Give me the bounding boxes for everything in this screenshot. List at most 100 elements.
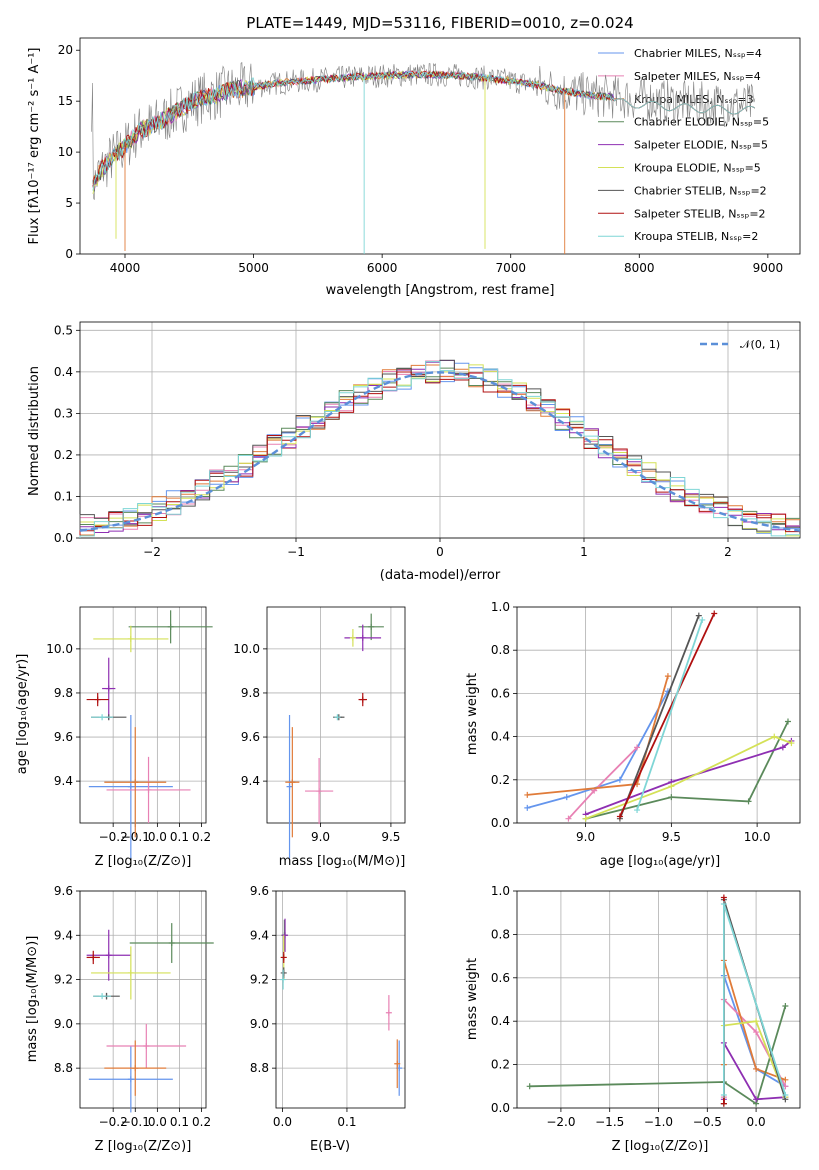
mwage-xtick-label: 9.0 xyxy=(576,830,595,844)
mwage-point xyxy=(695,612,702,619)
mwage-point xyxy=(616,813,623,820)
spectrum-ytick-label: 5 xyxy=(65,196,73,210)
agemass-point xyxy=(349,634,356,641)
mwz-point xyxy=(782,1003,789,1010)
agez-point xyxy=(105,685,112,692)
legend-label: Kroupa MILES, Nₛₛₚ=3 xyxy=(634,93,754,106)
legend-label: Salpeter ELODIE, Nₛₛₚ=5 xyxy=(634,139,768,152)
agez-ylabel: age [log₁₀(age/yr)] xyxy=(15,654,30,775)
spectrum-title: PLATE=1449, MJD=53116, FIBERID=0010, z=0… xyxy=(246,14,633,32)
massz-ytick-label: 9.0 xyxy=(54,1017,73,1031)
mwage-ytick-label: 1.0 xyxy=(491,600,510,614)
mwage-series-line xyxy=(619,615,700,820)
spectrum-xtick-label: 4000 xyxy=(110,261,141,275)
mwage-point xyxy=(634,744,641,751)
mwz-ylabel: mass weight xyxy=(465,958,480,1040)
spectrum-xlabel: wavelength [Angstrom, rest frame] xyxy=(326,283,555,298)
agemass-points xyxy=(285,613,384,859)
mwage-series-line xyxy=(636,619,704,811)
mwage-point xyxy=(779,744,786,751)
agez-point xyxy=(94,696,101,703)
observed-spectrum-line xyxy=(91,62,756,200)
massz-point xyxy=(99,993,106,1000)
mwz-axes: −2.0 −1.5 −1.0 −0.5 0.0 0.0 0.2 0.4 0.6 0.8 1.0 xyxy=(491,884,801,1129)
hist-xtick-label: −2 xyxy=(143,545,161,559)
hist-axes: −2 −1 0 1 2 0.0 0.1 0.2 0.3 0.4 0.5 xyxy=(54,321,801,559)
spectrum-ytick-label: 0 xyxy=(65,247,73,261)
massebv-point xyxy=(394,1060,401,1067)
massz-ylabel: mass [log₁₀(M/M⊙)] xyxy=(25,936,40,1063)
massz-frame xyxy=(79,890,207,1109)
agemass-ytick-label: 10.0 xyxy=(233,642,260,656)
agez-ytick-label: 10.0 xyxy=(46,642,73,656)
hist-ytick-label: 0.0 xyxy=(54,531,73,545)
mwz-series-line xyxy=(723,960,786,1081)
agez-ytick-label: 9.4 xyxy=(54,774,73,788)
mwz-frame xyxy=(516,890,801,1109)
massebv-points xyxy=(280,918,403,1096)
agemass-frame xyxy=(266,606,406,824)
legend-label: Chabrier STELIB, Nₛₛₚ=2 xyxy=(634,184,767,197)
agemass-ytick-label: 9.6 xyxy=(241,730,260,744)
agez-xtick-label: 0.1 xyxy=(170,830,189,844)
agez-axes: −0.2−0.10.0 0.1 0.29.49.69.810.0 xyxy=(46,606,211,844)
histogram-legend-label: 𝒩(0, 1) xyxy=(740,338,780,351)
mwz-ytick-label: 1.0 xyxy=(491,884,510,898)
agez-xtick-label: −0.2 xyxy=(99,830,128,844)
agez-ytick-label: 9.6 xyxy=(54,730,73,744)
spectrum-frame xyxy=(79,37,801,255)
mwz-xtick-label: −1.0 xyxy=(644,1115,673,1129)
massebv-xtick-label: 0.0 xyxy=(273,1115,292,1129)
mwage-point xyxy=(524,804,531,811)
agez-point xyxy=(99,714,106,721)
massebv-xlabel: E(B-V) xyxy=(310,1139,350,1154)
hist-xtick-label: −1 xyxy=(287,545,305,559)
massz-xtick-label: 0.0 xyxy=(148,1115,167,1129)
mwz-point xyxy=(782,1091,789,1098)
mwz-ytick-label: 0.6 xyxy=(491,971,510,985)
mwz-point xyxy=(720,894,727,901)
agez-point xyxy=(145,786,152,793)
mwage-ytick-label: 0.8 xyxy=(491,643,510,657)
agez-points xyxy=(86,610,213,859)
mwz-series-line xyxy=(529,1005,787,1106)
spectrum-xtick-label: 6000 xyxy=(367,261,398,275)
spectrum-ytick-label: 20 xyxy=(58,43,73,57)
spectrum-legend: Chabrier MILES, Nₛₛₚ=4 Salpeter MILES, Nₛ… xyxy=(598,47,769,243)
agemass-point xyxy=(359,634,366,641)
normal-reference-line xyxy=(79,371,801,532)
mwage-series-line xyxy=(527,675,669,796)
massebv-frame xyxy=(275,890,406,1109)
mwz-point xyxy=(753,1018,760,1025)
mwz-point xyxy=(753,1065,760,1072)
hist-ytick-label: 0.4 xyxy=(54,365,73,379)
spectrum-xtick-label: 7000 xyxy=(495,261,526,275)
massz-xlabel: Z [log₁₀(Z/Z⊙)] xyxy=(95,1139,192,1154)
mwz-ytick-label: 0.8 xyxy=(491,927,510,941)
mwage-lines xyxy=(524,610,795,822)
hist-ytick-label: 0.2 xyxy=(54,448,73,462)
mwz-xtick-label: −2.0 xyxy=(546,1115,575,1129)
mwage-ytick-label: 0.6 xyxy=(491,686,510,700)
massz-ytick-label: 9.2 xyxy=(54,973,73,987)
spectrum-axes: 4000 5000 6000 7000 8000 9000 0 5 10 15 20 xyxy=(58,37,801,275)
hist-step-line xyxy=(79,371,800,538)
massebv-point xyxy=(280,954,287,961)
agez-point xyxy=(167,623,174,630)
histogram-ylabel: Normed distribution xyxy=(27,366,42,496)
massebv-point xyxy=(282,932,289,939)
mwage-xtick-label: 9.5 xyxy=(662,830,681,844)
mwage-point xyxy=(563,794,570,801)
hist-step-line xyxy=(79,361,800,538)
agez-xtick-label: 0.2 xyxy=(192,830,211,844)
massz-ytick-label: 9.4 xyxy=(54,928,73,942)
massebv-point xyxy=(385,1009,392,1016)
mwz-point xyxy=(526,1083,533,1090)
agez-xlabel: Z [log₁₀(Z/Z⊙)] xyxy=(95,854,192,869)
massz-point xyxy=(132,1065,139,1072)
mwz-point xyxy=(720,901,727,908)
agez-point xyxy=(127,635,134,642)
spectrum-ytick-label: 15 xyxy=(58,94,73,108)
legend-label: Kroupa ELODIE, Nₛₛₚ=5 xyxy=(634,162,761,175)
mwz-ytick-label: 0.0 xyxy=(491,1101,510,1115)
